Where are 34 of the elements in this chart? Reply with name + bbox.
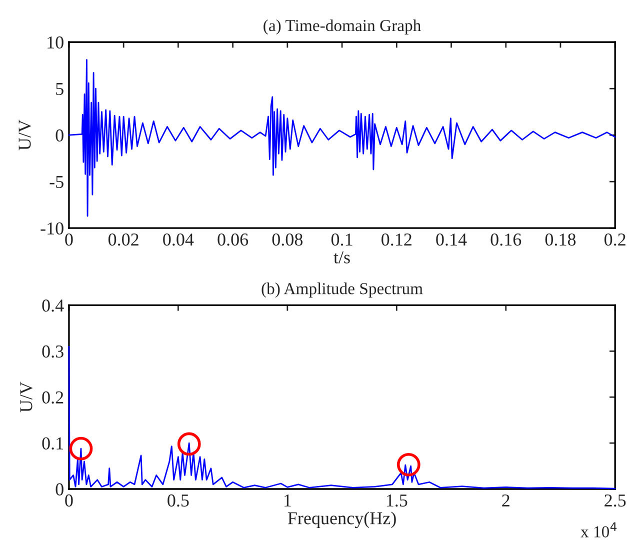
x-tick-label: 0.5 [168, 494, 189, 507]
x-tick-label: 0 [65, 233, 73, 246]
y-axis-title: U/V [18, 120, 31, 150]
y-tick-label: 0 [56, 483, 64, 496]
x-tick-label: 0.02 [108, 233, 138, 246]
x-axis-title: t/s [334, 251, 350, 264]
x-tick-label: 0.12 [382, 233, 412, 246]
y-tick-label: -5 [50, 176, 64, 188]
y-tick-label: 0.4 [42, 299, 64, 312]
x-tick-label: 0.04 [163, 233, 194, 246]
y-tick-label: 0.2 [42, 391, 64, 404]
y-tick-label: 0 [56, 129, 64, 142]
chart-title: (b) Amplitude Spectrum [262, 282, 423, 298]
y-axis-title: U/V [20, 382, 32, 412]
y-tick-label: 10 [48, 36, 64, 49]
x-tick-label: 0.18 [545, 233, 576, 246]
x-tick-label: 0.06 [218, 233, 248, 246]
x-tick-label: 0.1 [331, 233, 352, 246]
x-tick-label: 0.14 [436, 233, 467, 246]
y-tick-label: 5 [56, 83, 64, 96]
x-tick-label: 1.5 [386, 494, 408, 507]
x-tick-label: 0.08 [272, 233, 303, 246]
x-tick-label: 2.5 [604, 494, 626, 507]
x-axis-title: Frequency(Hz) [288, 512, 396, 528]
x-tick-label: 0.16 [490, 233, 522, 246]
x-tick-label: 0.2 [604, 233, 626, 246]
x-tick-label: 2 [502, 494, 510, 506]
chart-title: (a) Time-domain Graph [264, 19, 421, 35]
y-tick-label: 0.1 [42, 437, 64, 450]
y-tick-label: -10 [40, 222, 64, 235]
x-tick-label: 0 [65, 494, 73, 507]
y-tick-label: 0.3 [42, 345, 64, 358]
text: x 10$^{4}$ [580, 522, 617, 538]
x-tick-label: 1 [284, 494, 291, 506]
